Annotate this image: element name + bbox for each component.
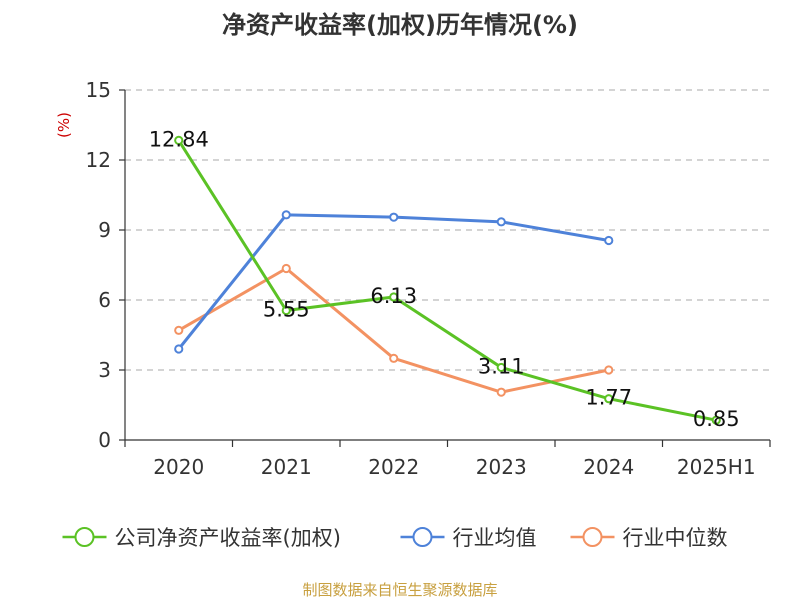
series-line: [177, 139, 717, 422]
data-point[interactable]: [604, 365, 614, 375]
x-tick-label: 2022: [368, 455, 419, 479]
data-point[interactable]: [389, 292, 399, 302]
data-labels: 12.84 5.55 6.13 3.11 1.77 0.85: [149, 127, 740, 431]
legend-marker[interactable]: [582, 527, 603, 547]
data-point[interactable]: [496, 217, 506, 227]
legend-marker[interactable]: [74, 527, 95, 547]
y-tick-label: 0: [98, 428, 111, 452]
chart-title: 净资产收益率(加权)历年情况(%): [222, 11, 578, 39]
x-tick-label: 2024: [583, 455, 634, 479]
data-point[interactable]: [174, 344, 184, 354]
y-tick-label: 12: [86, 148, 111, 172]
axes: 0 3 6 9 12 15 2020 2021 2022 2023 2024 2025H1: [86, 78, 771, 479]
data-point[interactable]: [281, 210, 291, 220]
data-point[interactable]: [496, 387, 506, 397]
data-point[interactable]: [281, 263, 291, 274]
legend[interactable]: 公司净资产收益率(加权) 行业均值 行业中位数: [62, 526, 728, 550]
series-layer: [174, 135, 721, 425]
y-tick-label: 6: [98, 288, 111, 312]
x-tick-label: 2023: [476, 455, 527, 479]
y-tick-label: 3: [98, 358, 111, 382]
legend-marker[interactable]: [412, 527, 433, 547]
data-point[interactable]: [389, 212, 399, 222]
legend-label[interactable]: 行业均值: [453, 526, 537, 550]
legend-label[interactable]: 公司净资产收益率(加权): [115, 526, 341, 550]
source-note: 制图数据来自恒生聚源数据库: [302, 581, 497, 599]
grid-lines: [125, 89, 770, 371]
data-label: 5.55: [263, 298, 310, 322]
y-axis-unit: (%): [55, 112, 73, 138]
data-label: 0.85: [693, 407, 740, 431]
data-point[interactable]: [604, 394, 614, 404]
legend-label[interactable]: 行业中位数: [623, 526, 728, 550]
data-point[interactable]: [604, 235, 614, 246]
data-point[interactable]: [174, 325, 184, 335]
series-line: [177, 213, 610, 350]
data-point[interactable]: [281, 305, 291, 316]
data-point[interactable]: [711, 415, 721, 425]
data-label: 6.13: [370, 284, 417, 308]
x-tick-label: 2021: [261, 455, 312, 479]
data-point[interactable]: [389, 353, 399, 363]
y-tick-label: 15: [86, 78, 111, 102]
data-label: 12.84: [149, 127, 209, 151]
data-point[interactable]: [174, 135, 184, 145]
data-point[interactable]: [496, 362, 506, 373]
x-tick-label: 2020: [153, 455, 204, 479]
data-label: 3.11: [478, 354, 525, 378]
y-tick-label: 9: [98, 218, 111, 242]
x-tick-label: 2025H1: [677, 455, 756, 479]
data-label: 1.77: [585, 386, 632, 410]
